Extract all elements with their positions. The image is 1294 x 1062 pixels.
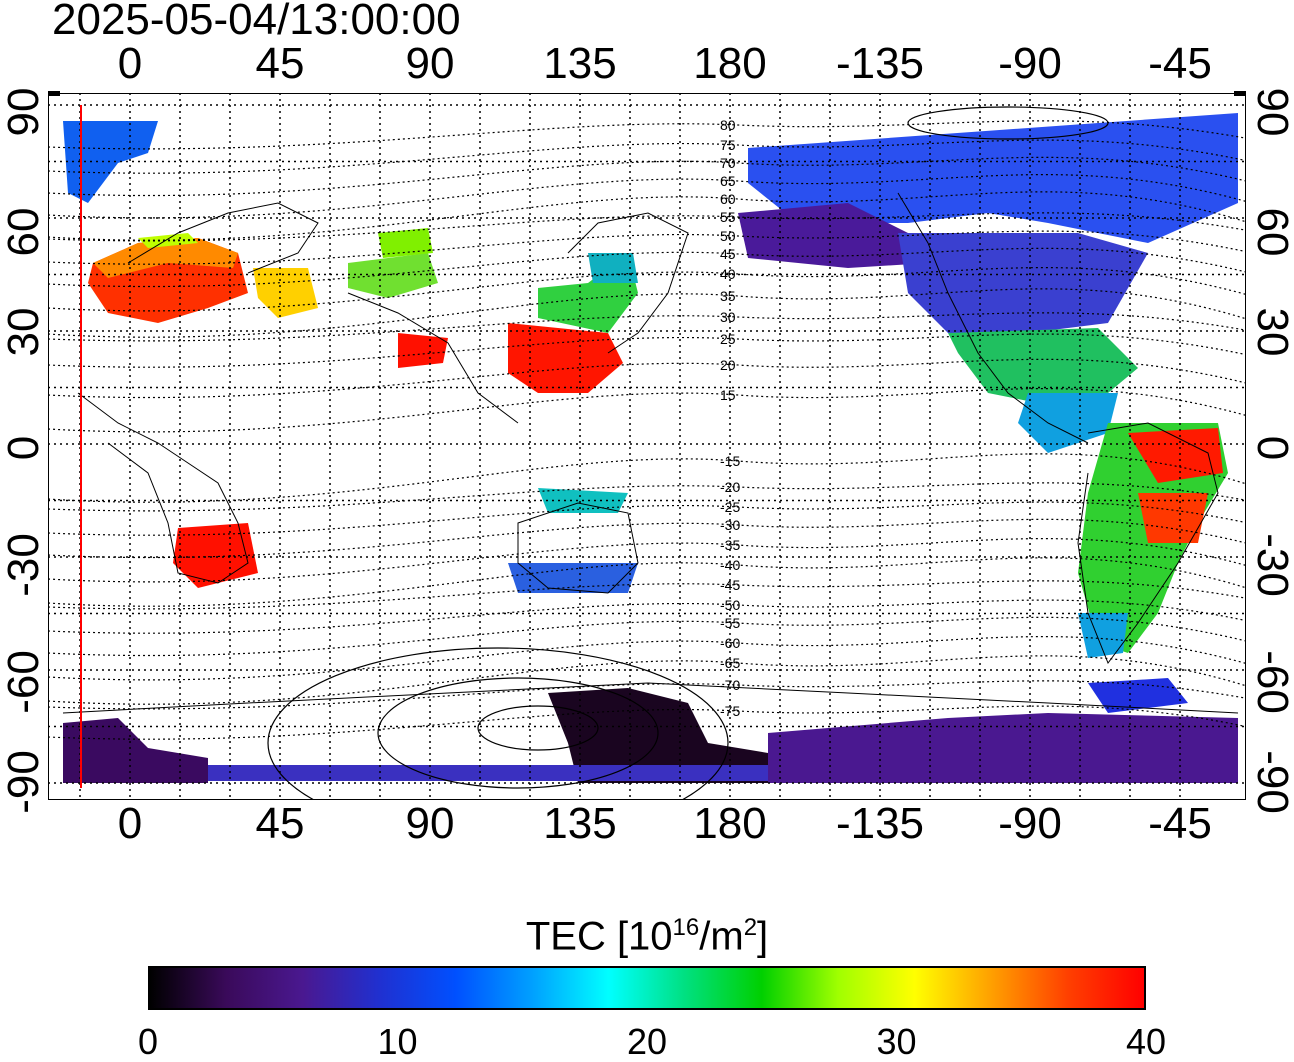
south-magnetic-pole-contours — [267, 647, 729, 800]
contour-label: -25 — [720, 499, 740, 515]
contour-label: 35 — [720, 288, 736, 304]
contour-label: 55 — [720, 209, 736, 225]
lat-label-60: 60 — [1248, 207, 1294, 257]
colorbar-title: TEC [1016/m2] — [525, 914, 769, 959]
coastlines — [62, 192, 1239, 714]
contour-label: 20 — [720, 357, 736, 373]
lon-label-90: 90 — [405, 39, 455, 88]
colorbar-tick-30: 30 — [876, 1021, 917, 1062]
lat-label-neg90: -90 — [1248, 750, 1294, 814]
colorbar-tick-40: 40 — [1125, 1021, 1167, 1062]
lon-label-neg135: -135 — [835, 39, 925, 88]
contour-label: -60 — [720, 635, 740, 651]
lon-label-180: 180 — [693, 39, 767, 88]
lat-label-neg30: -30 — [0, 533, 48, 597]
contour-label: -45 — [720, 577, 740, 593]
lat-label-neg30: -30 — [1248, 533, 1294, 597]
lat-label-0: 0 — [0, 435, 48, 461]
lat-label-30: 30 — [0, 307, 48, 357]
lat-label-60: 60 — [0, 207, 48, 257]
contour-label: 50 — [720, 228, 736, 244]
lon-label-180: 180 — [693, 799, 767, 848]
contour-label: -35 — [720, 537, 740, 553]
lon-label-135: 135 — [543, 39, 617, 88]
contour-label: 15 — [720, 387, 736, 403]
lat-label-30: 30 — [1248, 307, 1294, 357]
lat-label-neg90: -90 — [0, 750, 48, 814]
tec-data-layer — [63, 113, 1238, 783]
lon-label-45: 45 — [255, 39, 305, 88]
lat-label-neg60: -60 — [0, 650, 48, 714]
lon-label-135: 135 — [543, 799, 617, 848]
contour-label: 30 — [720, 309, 736, 325]
lon-label-neg90: -90 — [998, 39, 1062, 88]
contour-label: 70 — [720, 155, 736, 171]
contour-label: -50 — [720, 597, 740, 613]
tec-map: 80 75 70 65 60 55 50 45 40 35 30 25 20 15 -15 -20 -25 -30… — [48, 93, 1246, 800]
lon-label-0: 0 — [117, 799, 143, 848]
lon-label-45: 45 — [255, 799, 305, 848]
contour-label: -30 — [720, 517, 740, 533]
north-magnetic-pole-contours — [907, 106, 1109, 140]
contour-label: 25 — [720, 331, 736, 347]
contour-label: -15 — [720, 453, 740, 469]
lon-label-neg90: -90 — [998, 799, 1062, 848]
timestamp-title: 2025-05-04/13:00:00 — [52, 0, 461, 44]
lat-label-0: 0 — [1248, 435, 1294, 461]
contour-label: 65 — [720, 173, 736, 189]
contour-label: -75 — [720, 703, 740, 719]
lon-label-0: 0 — [117, 39, 143, 88]
colorbar-tick-0: 0 — [137, 1021, 159, 1062]
lat-label-90: 90 — [1248, 87, 1294, 137]
contour-label: 40 — [720, 266, 736, 282]
contour-label: -40 — [720, 557, 740, 573]
contour-label: 45 — [720, 246, 736, 262]
colorbar — [148, 966, 1146, 1010]
contour-label: -20 — [720, 479, 740, 495]
lon-label-neg135: -135 — [835, 799, 925, 848]
lat-label-neg60: -60 — [1248, 650, 1294, 714]
contour-label: -65 — [720, 655, 740, 671]
contour-label: -55 — [720, 615, 740, 631]
lon-label-neg45: -45 — [1148, 799, 1212, 848]
lon-label-neg45: -45 — [1148, 39, 1212, 88]
lon-label-90: 90 — [405, 799, 455, 848]
lat-label-90: 90 — [0, 87, 48, 137]
colorbar-tick-10: 10 — [377, 1021, 418, 1062]
contour-label: 60 — [720, 191, 736, 207]
contour-label: 80 — [720, 117, 736, 133]
colorbar-tick-20: 20 — [626, 1021, 668, 1062]
contour-label: -70 — [720, 677, 740, 693]
contour-label: 75 — [720, 137, 736, 153]
